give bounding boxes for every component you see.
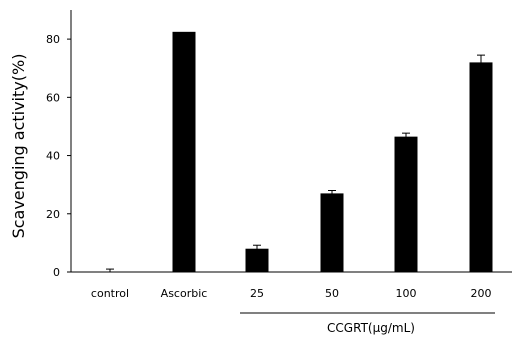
bar xyxy=(394,136,418,272)
y-tick-label: 80 xyxy=(46,33,60,46)
x-tick-label: 200 xyxy=(471,287,492,300)
y-ticks: 0 20 40 60 80 xyxy=(46,33,71,279)
bar xyxy=(245,248,269,272)
x-tick-label: 100 xyxy=(396,287,417,300)
bar xyxy=(320,193,344,272)
y-tick-label: 0 xyxy=(53,266,60,279)
bar xyxy=(172,31,196,273)
x-tick-label: 25 xyxy=(250,287,264,300)
x-tick-label: control xyxy=(91,287,129,300)
bars xyxy=(172,31,493,273)
group-label: CCGRT(μg/mL) xyxy=(327,321,415,335)
axes xyxy=(70,10,512,273)
y-tick-label: 20 xyxy=(46,208,60,221)
y-tick-label: 40 xyxy=(46,150,60,163)
bar xyxy=(469,62,493,273)
x-tick-label: Ascorbic xyxy=(161,287,208,300)
x-tick-label: 50 xyxy=(325,287,339,300)
error-bars xyxy=(106,54,485,273)
y-axis-label: Scavenging activity(%) xyxy=(9,54,28,239)
y-tick-label: 60 xyxy=(46,91,60,104)
x-tick-labels: control Ascorbic 25 50 100 200 xyxy=(91,287,492,300)
